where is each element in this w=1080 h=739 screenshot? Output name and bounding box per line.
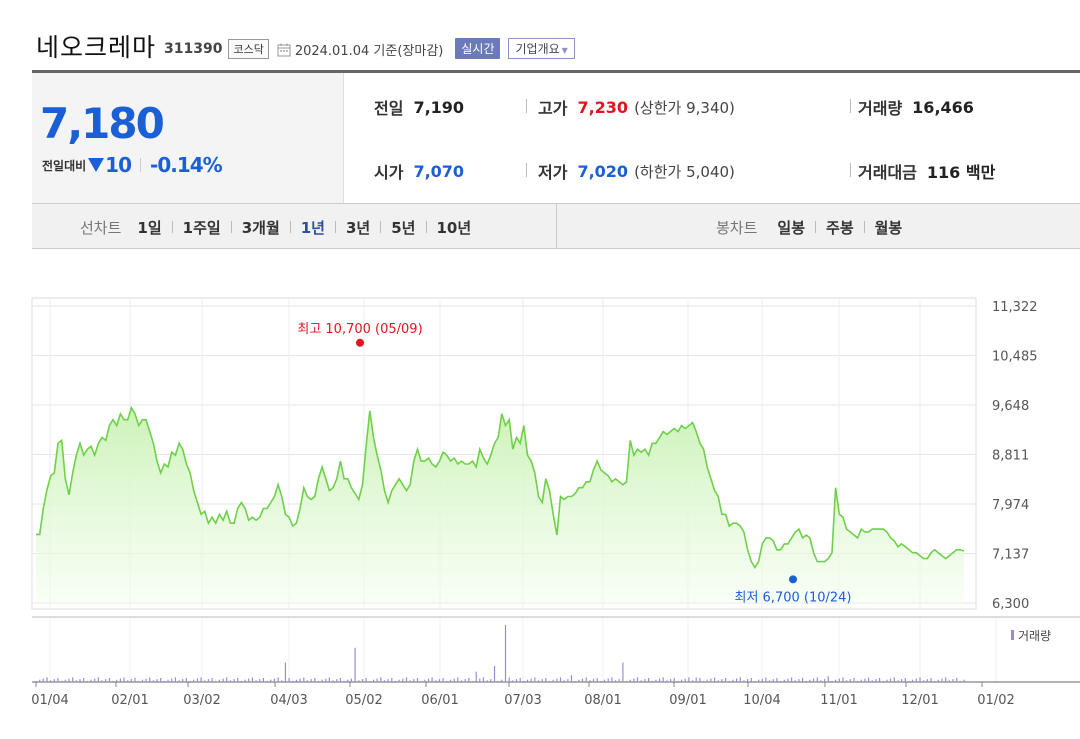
candle-period-0[interactable]: 일봉 (777, 218, 806, 237)
separator (380, 221, 382, 233)
separator (171, 221, 173, 233)
trade-amount-value: 116 백만 (926, 163, 996, 182)
low-price: 저가 7,020 (하한가 5,040) (538, 159, 735, 183)
separator (425, 221, 427, 233)
x-tick-label: 10/04 (743, 693, 780, 708)
period-divider (556, 204, 557, 248)
candle-period-2[interactable]: 월봉 (874, 218, 903, 237)
open-value: 7,070 (413, 161, 465, 181)
separator (815, 221, 817, 233)
x-tick-label: 01/04 (31, 693, 68, 708)
period-1[interactable]: 1주일 (182, 218, 221, 237)
y-tick-label: 8,811 (992, 449, 1029, 464)
dropdown-arrow-icon: ▼ (561, 46, 568, 55)
separator (289, 221, 291, 233)
volume-value: 16,466 (912, 97, 974, 117)
change-percent: -0.14% (150, 153, 223, 177)
volume-legend-swatch (1011, 630, 1014, 640)
min-point (789, 575, 797, 584)
market-badge: 코스닥 (228, 38, 269, 59)
period-0[interactable]: 1일 (137, 218, 162, 237)
low-value: 7,020 (577, 161, 629, 181)
y-tick-label: 9,648 (992, 399, 1029, 414)
separator (526, 163, 527, 177)
realtime-button[interactable]: 실시간 (455, 38, 501, 59)
low-label: 저가 (538, 163, 568, 182)
volume-label: 거래량 (858, 99, 903, 118)
change-value: 10 (105, 153, 132, 177)
period-6[interactable]: 10년 (436, 218, 472, 237)
line-chart-periods: 선차트 1일 1주일 3개월 1년 3년 5년 10년 (80, 204, 471, 250)
y-tick-label: 7,137 (992, 548, 1029, 563)
separator (230, 221, 232, 233)
separator (526, 99, 527, 113)
lower-limit: (하한가 5,040) (634, 162, 735, 181)
y-tick-label: 10,485 (992, 350, 1038, 365)
y-tick-label: 11,322 (992, 300, 1038, 315)
stock-name: 네오크레마 (36, 33, 157, 62)
company-overview-button[interactable]: 기업개요 ▼ (508, 38, 575, 59)
header-divider (32, 70, 1080, 73)
price-area-fill (36, 407, 964, 603)
line-chart-title: 선차트 (80, 218, 122, 237)
calendar-icon (277, 42, 291, 57)
volume: 거래량 16,466 (858, 95, 974, 119)
price-summary: 7,180 전일대비 10 -0.14% (32, 73, 344, 203)
separator (850, 163, 851, 177)
down-arrow-icon (88, 158, 105, 172)
x-tick-label: 12/01 (901, 693, 938, 708)
x-tick-label: 06/01 (421, 693, 458, 708)
separator (335, 221, 336, 233)
upper-limit: (상한가 9,340) (634, 98, 735, 117)
period-4[interactable]: 3년 (346, 218, 371, 237)
candle-chart-periods: 봉차트 일봉 주봉 월봉 (716, 204, 902, 250)
prev-close-label: 전일 (374, 99, 404, 118)
price-info-grid: 전일 7,190 고가 7,230 (상한가 9,340) 거래량 16,466… (344, 73, 1080, 203)
x-tick-label: 04/03 (270, 693, 307, 708)
separator (863, 221, 865, 233)
candle-chart-title: 봉차트 (716, 218, 758, 237)
base-date: 2024.01.04 기준(장마감) (294, 43, 444, 59)
volume-legend-label: 거래량 (1018, 629, 1051, 643)
high-value: 7,230 (577, 97, 629, 117)
open-label: 시가 (374, 163, 404, 182)
x-tick-label: 02/01 (111, 693, 148, 708)
chart-frame (31, 297, 977, 610)
prev-close-value: 7,190 (413, 97, 465, 117)
trade-amount: 거래대금 116 백만 (858, 159, 995, 183)
candle-period-1[interactable]: 주봉 (826, 218, 854, 237)
high-label: 고가 (538, 99, 568, 118)
chart-period-bar: 선차트 1일 1주일 3개월 1년 3년 5년 10년 봉차트 일봉 주봉 월봉 (32, 203, 1080, 249)
max-label: 최고 10,700 (05/09) (297, 322, 422, 337)
x-tick-label: 01/02 (977, 693, 1014, 708)
stock-code: 311390 (164, 41, 223, 57)
max-point (356, 338, 364, 347)
period-2[interactable]: 3개월 (241, 218, 280, 237)
x-tick-label: 11/01 (820, 693, 857, 708)
x-tick-label: 05/02 (345, 693, 382, 708)
min-label: 최저 6,700 (10/24) (734, 590, 851, 605)
prev-close: 전일 7,190 (374, 95, 464, 119)
period-3[interactable]: 1년 (300, 218, 325, 237)
change-row: 전일대비 10 -0.14% (42, 153, 223, 177)
company-overview-label: 기업개요 (515, 42, 560, 56)
period-5[interactable]: 5년 (391, 218, 416, 237)
open-price: 시가 7,070 (374, 159, 464, 183)
price-chart-svg: 11,322 10,485 9,648 8,811 7,974 7,137 6,300 01/… (31, 297, 1080, 708)
x-tick-label: 09/01 (669, 693, 706, 708)
current-price: 7,180 (40, 99, 165, 148)
x-tick-label: 08/01 (584, 693, 621, 708)
y-tick-label: 6,300 (992, 597, 1029, 612)
stock-header: 네오크레마 311390 코스닥 2024.01.04 기준(장마감) 실시간 … (36, 26, 575, 66)
change-label: 전일대비 (42, 158, 87, 173)
price-chart[interactable]: 11,322 10,485 9,648 8,811 7,974 7,137 6,300 01/… (0, 250, 1080, 739)
y-tick-label: 7,974 (992, 498, 1029, 513)
price-line (36, 405, 965, 570)
x-tick-label: 07/03 (504, 693, 541, 708)
x-tick-label: 03/02 (183, 693, 220, 708)
high-price: 고가 7,230 (상한가 9,340) (538, 95, 735, 119)
trade-amount-label: 거래대금 (858, 163, 917, 182)
separator (140, 158, 142, 172)
separator (850, 99, 851, 113)
